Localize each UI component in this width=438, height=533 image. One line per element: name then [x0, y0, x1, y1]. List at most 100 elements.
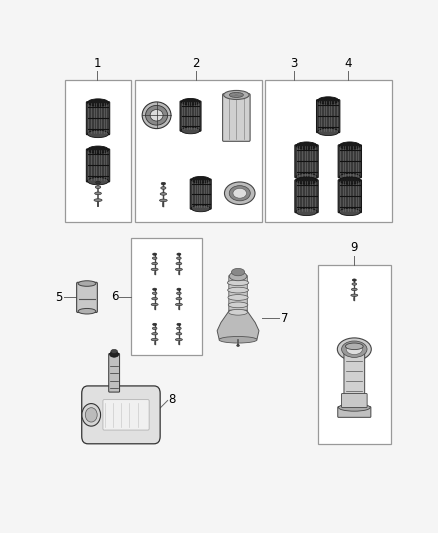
Ellipse shape [339, 173, 360, 181]
Ellipse shape [177, 253, 181, 255]
Ellipse shape [296, 173, 317, 181]
Ellipse shape [152, 327, 157, 329]
Ellipse shape [233, 188, 247, 198]
Ellipse shape [161, 187, 166, 189]
Ellipse shape [346, 344, 363, 354]
FancyBboxPatch shape [229, 276, 247, 314]
Text: 4: 4 [345, 56, 352, 70]
Ellipse shape [224, 91, 249, 100]
FancyBboxPatch shape [295, 180, 318, 213]
Text: 6: 6 [111, 290, 118, 303]
FancyBboxPatch shape [109, 353, 120, 392]
Bar [131, 238, 202, 356]
FancyBboxPatch shape [77, 282, 97, 312]
Ellipse shape [228, 302, 248, 308]
Ellipse shape [152, 292, 157, 294]
Ellipse shape [152, 297, 158, 300]
Ellipse shape [175, 303, 182, 305]
Ellipse shape [352, 283, 357, 285]
Ellipse shape [151, 338, 158, 341]
Ellipse shape [88, 130, 109, 138]
Ellipse shape [318, 128, 339, 135]
Text: 3: 3 [290, 56, 298, 70]
Ellipse shape [296, 142, 317, 149]
Ellipse shape [82, 403, 101, 426]
FancyBboxPatch shape [295, 145, 318, 178]
FancyBboxPatch shape [338, 407, 371, 417]
Ellipse shape [177, 327, 181, 329]
Ellipse shape [152, 288, 157, 290]
Ellipse shape [95, 186, 101, 189]
FancyBboxPatch shape [180, 101, 201, 131]
Ellipse shape [176, 262, 182, 265]
Ellipse shape [237, 344, 240, 346]
Ellipse shape [88, 177, 109, 185]
Ellipse shape [152, 262, 158, 265]
FancyBboxPatch shape [223, 94, 250, 141]
Ellipse shape [296, 177, 317, 184]
FancyBboxPatch shape [317, 100, 340, 133]
FancyBboxPatch shape [82, 386, 160, 444]
FancyBboxPatch shape [342, 393, 367, 407]
Text: 2: 2 [192, 56, 199, 70]
Ellipse shape [230, 92, 244, 98]
Ellipse shape [151, 303, 158, 305]
Ellipse shape [85, 408, 97, 422]
Ellipse shape [177, 288, 181, 290]
Ellipse shape [339, 404, 370, 411]
Ellipse shape [176, 297, 182, 300]
Ellipse shape [160, 192, 166, 195]
Ellipse shape [318, 97, 339, 104]
FancyBboxPatch shape [338, 145, 361, 178]
Ellipse shape [152, 257, 157, 260]
FancyBboxPatch shape [190, 179, 211, 209]
Ellipse shape [142, 102, 171, 128]
Ellipse shape [111, 350, 117, 353]
Ellipse shape [227, 280, 249, 286]
Ellipse shape [177, 292, 181, 294]
Ellipse shape [95, 181, 100, 184]
Ellipse shape [94, 199, 102, 201]
Ellipse shape [191, 176, 210, 183]
Ellipse shape [151, 268, 158, 271]
Ellipse shape [231, 269, 245, 276]
Ellipse shape [296, 208, 317, 216]
FancyBboxPatch shape [103, 400, 149, 430]
Polygon shape [217, 310, 259, 341]
Ellipse shape [339, 177, 360, 184]
Ellipse shape [342, 341, 367, 358]
Ellipse shape [177, 257, 181, 260]
Ellipse shape [152, 323, 157, 326]
Text: 9: 9 [350, 241, 358, 254]
Ellipse shape [177, 323, 181, 326]
Ellipse shape [95, 192, 101, 195]
Ellipse shape [339, 208, 360, 216]
Ellipse shape [145, 106, 168, 125]
Ellipse shape [152, 253, 157, 255]
Ellipse shape [228, 287, 248, 293]
Ellipse shape [229, 309, 247, 315]
Ellipse shape [229, 272, 247, 281]
Ellipse shape [176, 333, 182, 335]
Ellipse shape [191, 205, 210, 212]
Bar [65, 80, 131, 222]
Ellipse shape [161, 182, 166, 185]
Bar [134, 80, 262, 222]
Ellipse shape [78, 281, 96, 286]
Ellipse shape [351, 288, 357, 290]
Text: 1: 1 [93, 56, 101, 70]
Ellipse shape [181, 127, 200, 134]
Ellipse shape [150, 109, 163, 121]
FancyBboxPatch shape [86, 149, 110, 182]
Bar [265, 80, 392, 222]
Ellipse shape [88, 146, 109, 154]
FancyBboxPatch shape [344, 345, 365, 397]
Ellipse shape [159, 199, 167, 201]
Ellipse shape [351, 294, 358, 296]
Ellipse shape [346, 343, 363, 350]
Ellipse shape [228, 295, 248, 301]
Ellipse shape [219, 336, 257, 343]
Ellipse shape [339, 142, 360, 149]
Ellipse shape [224, 182, 255, 205]
Ellipse shape [229, 185, 250, 201]
